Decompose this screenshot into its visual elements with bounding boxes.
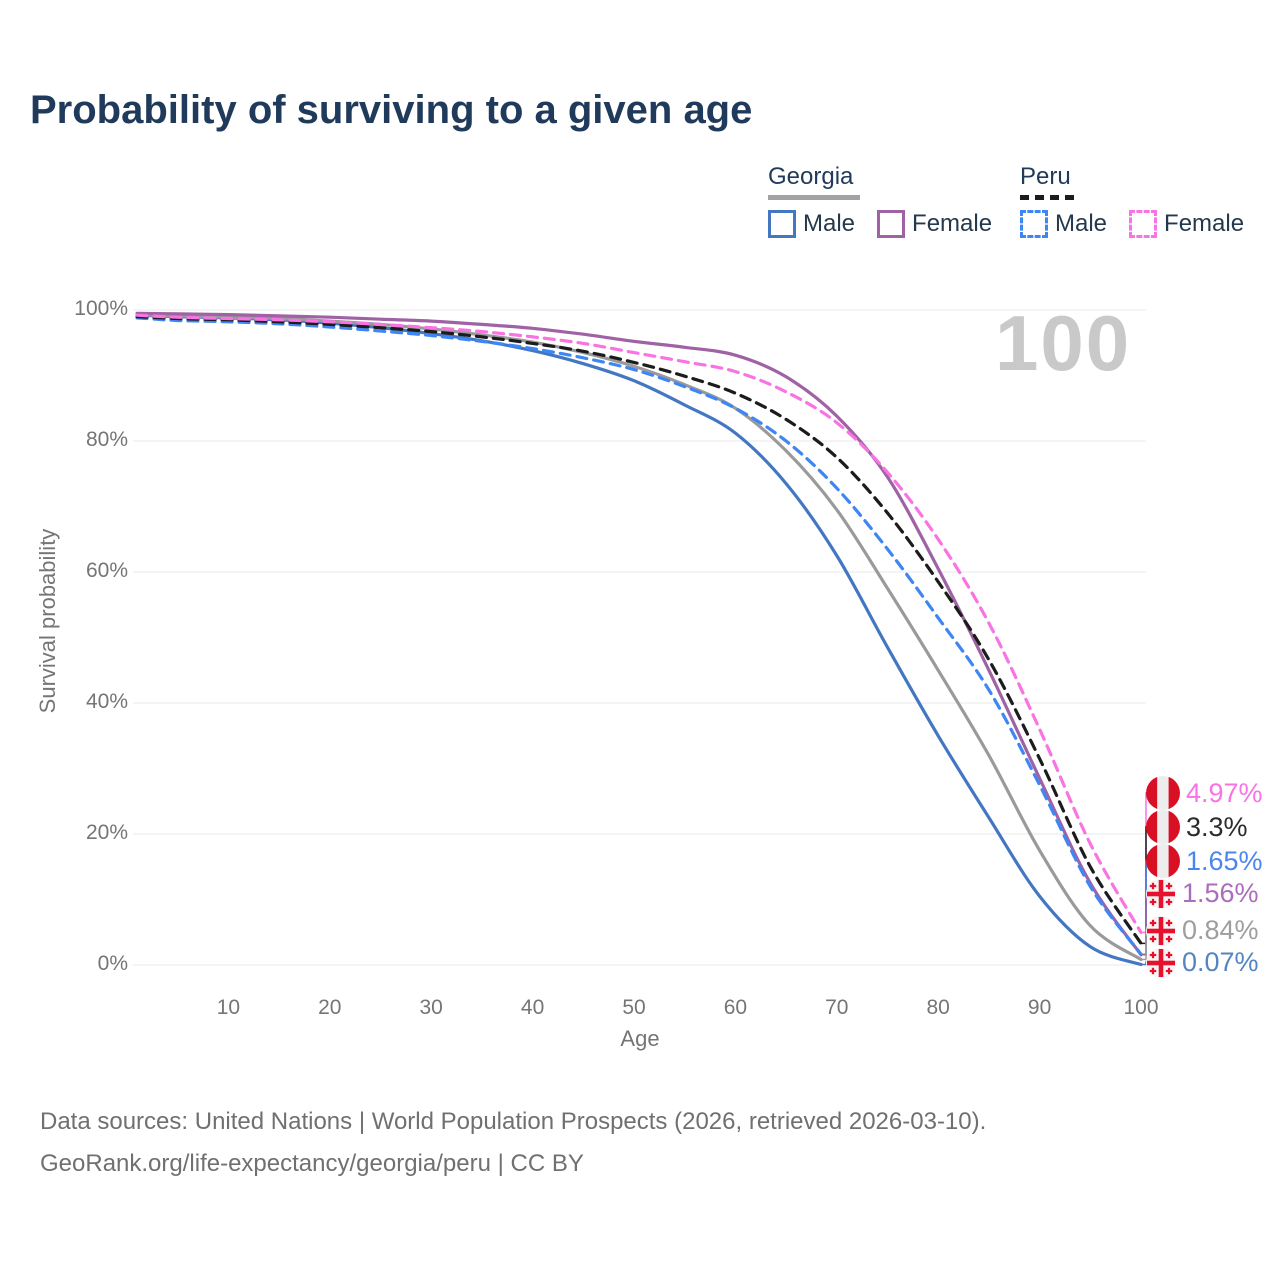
y-tick-label: 40% [85,690,128,713]
y-tick-label: 80% [85,428,128,451]
end-label-georgia-female: 1.56% [1146,878,1259,909]
y-tick-label: 0% [97,952,128,975]
legend-item-georgia-male[interactable]: Male [768,210,855,238]
end-label-value: 3.3% [1186,811,1248,842]
y-tick-label: 20% [85,821,128,844]
legend-country-georgia[interactable]: Georgia [768,163,854,190]
legend-swatch-peru-male [1020,210,1048,238]
georgia-flag-icon [1146,878,1176,909]
legend-group-georgia: Georgia Male Female [768,163,992,238]
series-path-peru-male[interactable] [135,316,1143,956]
end-label-value: 1.56% [1182,878,1259,908]
series-path-georgia-female[interactable] [135,311,1143,957]
end-label-peru-both-sexes: 3.3% [1146,810,1248,844]
footer-data-sources: Data sources: United Nations | World Pop… [40,1108,987,1135]
y-tick-label: 100% [74,297,128,320]
legend-swatch-peru-female [1129,210,1158,238]
end-label-peru-male: 1.65% [1146,844,1263,878]
footer-link-license: GeoRank.org/life-expectancy/georgia/peru… [40,1150,584,1177]
legend-country-peru[interactable]: Peru [1020,163,1071,190]
series-path-georgia-male[interactable] [135,313,1143,967]
end-label-value: 1.65% [1186,845,1263,876]
x-tick-label: 60 [723,996,748,1019]
legend-swatch-georgia-male [768,210,796,238]
legend-item-peru-female[interactable]: Female [1129,210,1244,238]
end-label-value: 0.84% [1182,915,1259,945]
series-path-georgia-both-sexes[interactable] [135,313,1143,962]
x-tick-label: 100 [1123,996,1159,1019]
legend-underline-peru [1020,195,1078,200]
x-tick-label: 40 [520,996,545,1019]
legend-item-label: Male [803,210,856,237]
x-tick-label: 50 [622,996,646,1019]
x-axis-title: Age [620,1026,660,1051]
legend-group-peru: Peru Male Female [1020,163,1244,238]
x-tick-label: 20 [318,996,342,1019]
end-label-value: 4.97% [1186,777,1263,808]
end-label-georgia-both-sexes: 0.84% [1146,915,1259,946]
legend-item-label: Male [1055,210,1108,237]
y-tick-label: 60% [85,559,128,582]
georgia-flag-icon [1146,947,1176,978]
georgia-flag-icon [1146,915,1176,946]
peru-flag-icon [1146,776,1180,810]
series-path-peru-female[interactable] [135,313,1143,934]
x-tick-label: 80 [926,996,950,1019]
x-tick-label: 30 [419,996,443,1019]
legend-swatch-georgia-female [877,210,906,238]
peru-flag-icon [1146,844,1180,878]
end-label-georgia-male: 0.07% [1146,947,1259,978]
age-counter-watermark: 100 [995,299,1132,387]
x-tick-label: 90 [1027,996,1052,1019]
series-path-peru-both-sexes[interactable] [135,315,1143,945]
legend-underline-georgia [768,195,860,200]
end-label-peru-female: 4.97% [1146,776,1263,810]
legend-item-peru-male[interactable]: Male [1020,210,1107,238]
x-tick-label: 70 [825,996,849,1019]
legend-item-label: Female [912,210,993,237]
end-label-value: 0.07% [1182,947,1259,977]
legend-item-georgia-female[interactable]: Female [877,210,992,238]
legend-item-label: Female [1164,210,1245,237]
peru-flag-icon [1146,810,1180,844]
x-tick-label: 10 [216,996,241,1019]
page-title: Probability of surviving to a given age [30,88,753,132]
